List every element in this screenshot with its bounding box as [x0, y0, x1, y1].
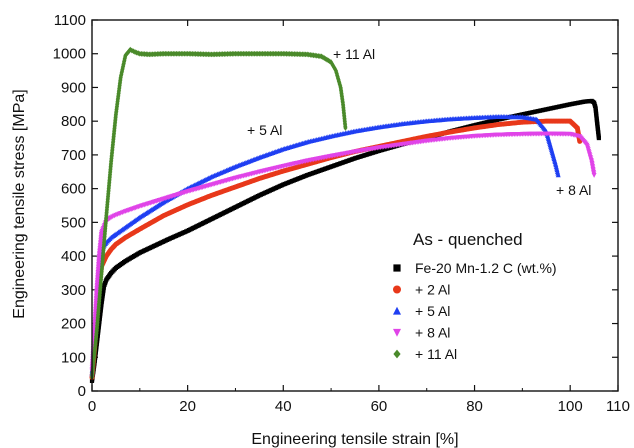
legend-entry: + 8 Al	[415, 325, 450, 341]
legend-entry: + 5 Al	[415, 303, 450, 319]
y-tick-label: 200	[61, 316, 86, 333]
y-tick-label: 800	[61, 113, 86, 130]
data-point	[577, 138, 583, 144]
y-tick-label: 300	[61, 282, 86, 299]
data-point	[343, 125, 348, 131]
annotation-8-al: + 8 Al	[556, 182, 591, 198]
series-1	[89, 118, 583, 381]
y-tick-label: 1100	[54, 12, 86, 29]
legend-entry: + 2 Al	[415, 282, 450, 298]
legend-entry: Fe-20 Mn-1.2 C (wt.%)	[415, 260, 557, 276]
y-tick-label: 600	[61, 181, 86, 198]
y-axis-label: Engineering tensile stress [MPa]	[11, 89, 28, 318]
annotation-11-al: + 11 Al	[333, 46, 375, 62]
y-tick-label: 900	[61, 79, 86, 96]
x-axis-ticks: 0 20 40 60 80 100 110	[88, 20, 630, 415]
legend-marker	[393, 328, 401, 337]
x-tick-label: 100	[558, 398, 583, 415]
series-layer	[89, 46, 601, 383]
legend-marker	[393, 306, 401, 315]
legend-marker	[393, 349, 401, 359]
y-tick-label: 1000	[53, 46, 86, 63]
legend: Fe-20 Mn-1.2 C (wt.%) + 2 Al + 5 Al + 8 Al +…	[393, 260, 557, 362]
data-point	[591, 173, 597, 178]
x-tick-label: 20	[179, 398, 196, 415]
legend-marker	[393, 285, 401, 294]
annotation-5-al: + 5 Al	[247, 122, 282, 138]
x-tick-label: 40	[275, 398, 292, 415]
x-tick-label: 0	[88, 398, 96, 415]
y-axis-ticks: 0 100 200 300 400 500 600 700 800 900 1000 1100	[53, 12, 618, 400]
y-tick-label: 400	[61, 248, 86, 265]
legend-title: As - quenched	[413, 230, 523, 249]
x-tick-label: 60	[371, 398, 388, 415]
y-tick-label: 0	[78, 383, 86, 400]
data-point	[596, 135, 601, 141]
series-3	[89, 131, 597, 374]
x-tick-label: 110	[606, 398, 630, 415]
series-4	[89, 46, 348, 381]
series-0	[89, 98, 601, 383]
legend-marker	[393, 264, 401, 272]
y-tick-label: 500	[61, 214, 86, 231]
y-tick-label: 700	[61, 147, 86, 164]
plot-frame	[91, 19, 619, 392]
series-2	[89, 114, 561, 377]
data-point	[555, 172, 561, 178]
plot-border	[91, 19, 619, 392]
x-axis-label: Engineering tensile strain [%]	[251, 431, 458, 448]
x-tick-label: 80	[466, 398, 483, 415]
y-tick-label: 100	[61, 349, 86, 366]
legend-entry: + 11 Al	[415, 346, 457, 362]
